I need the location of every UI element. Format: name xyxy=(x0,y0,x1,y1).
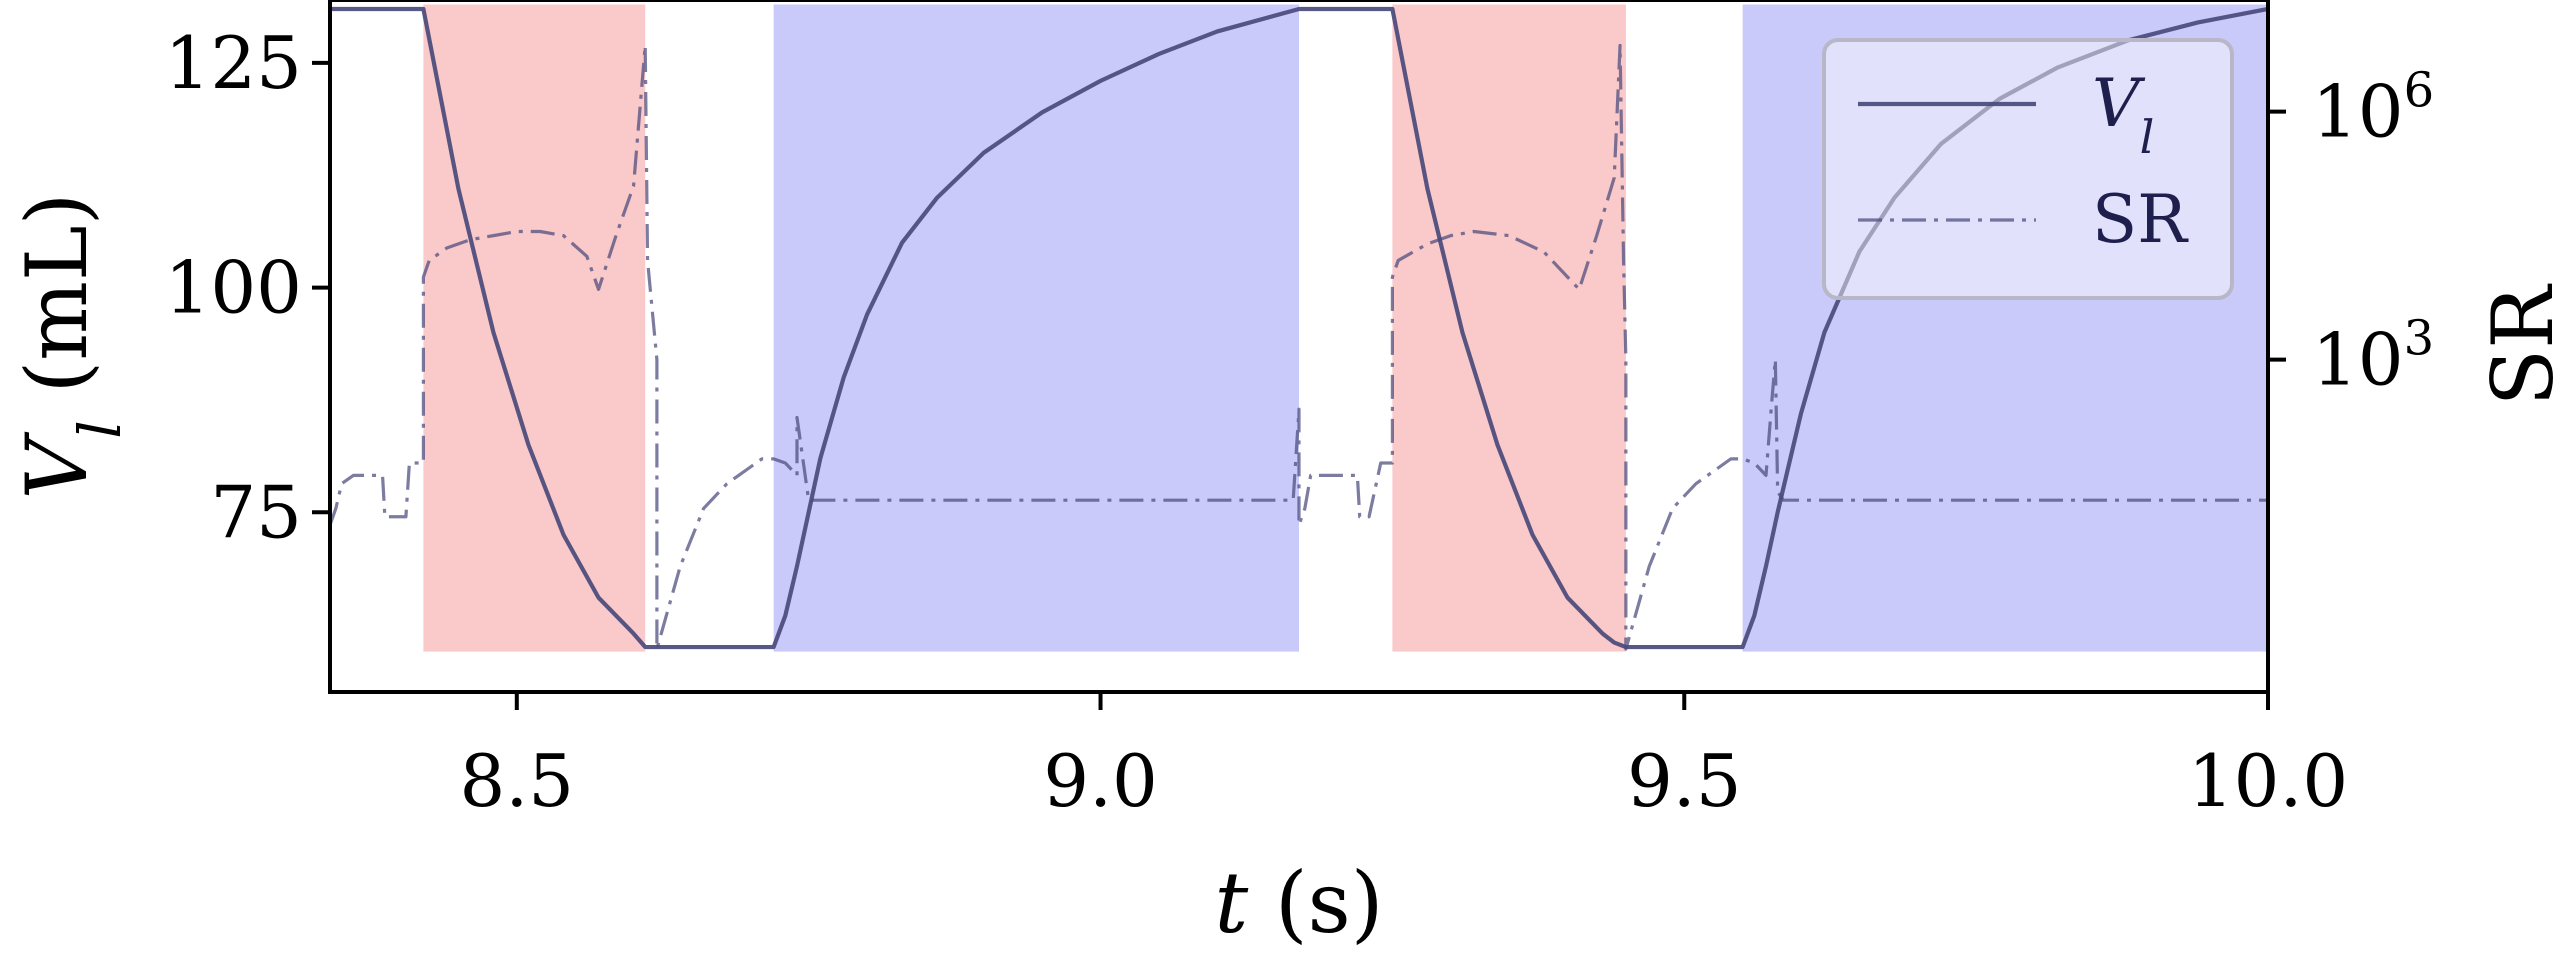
legend-label-sr: SR xyxy=(2092,181,2189,258)
phase-layer xyxy=(423,4,2268,652)
legend-box xyxy=(1822,38,2234,300)
x-axis-title-unit: (s) xyxy=(1275,854,1384,952)
y2-tick-label-base: 10 xyxy=(2312,70,2404,154)
x-tick-label: 8.5 xyxy=(460,739,575,823)
series-line-v-l xyxy=(330,6,2269,650)
y2-axis-title: SR xyxy=(2474,283,2571,407)
x-axis-title-var: t xyxy=(1214,854,1248,952)
x-tick-label: 9.0 xyxy=(1043,739,1158,823)
y2-tick-label: 106 xyxy=(2312,63,2434,154)
y2-tick-label: 103 xyxy=(2312,311,2434,402)
plot-frame xyxy=(328,0,2270,694)
y-axis-title-unit: (mL) xyxy=(8,193,106,421)
x-tick-label: 9.5 xyxy=(1627,739,1742,823)
y-tick-label: 125 xyxy=(165,21,302,105)
legend-label-sub: l xyxy=(2140,110,2155,164)
legend-label-main: V xyxy=(2092,65,2146,142)
y-axis-title-var: V xyxy=(8,431,106,499)
phase-band-ejection-0 xyxy=(423,4,646,652)
legend-label-v-l: Vl xyxy=(2092,65,2154,164)
phase-band-ejection-2 xyxy=(1392,4,1626,652)
series-line-sr xyxy=(328,43,2268,651)
y-axis-title: Vl (mL) xyxy=(8,193,134,500)
y-tick-label: 75 xyxy=(210,470,302,554)
y2-tick-label-exponent: 3 xyxy=(2404,311,2435,367)
x-tick-label: 10.0 xyxy=(2188,739,2348,823)
y-axis-title-sub: l xyxy=(66,420,134,439)
series-layer xyxy=(328,6,2269,651)
x-axis-title: t (s) xyxy=(1214,854,1383,952)
y2-tick-label-base: 10 xyxy=(2312,318,2404,402)
y-tick-label: 100 xyxy=(165,246,302,330)
phase-band-filling-1 xyxy=(773,4,1299,652)
phase-band-filling-3 xyxy=(1742,4,2268,652)
legend-layer: Vl SR xyxy=(1822,38,2234,300)
y2-tick-label-exponent: 6 xyxy=(2404,63,2435,119)
